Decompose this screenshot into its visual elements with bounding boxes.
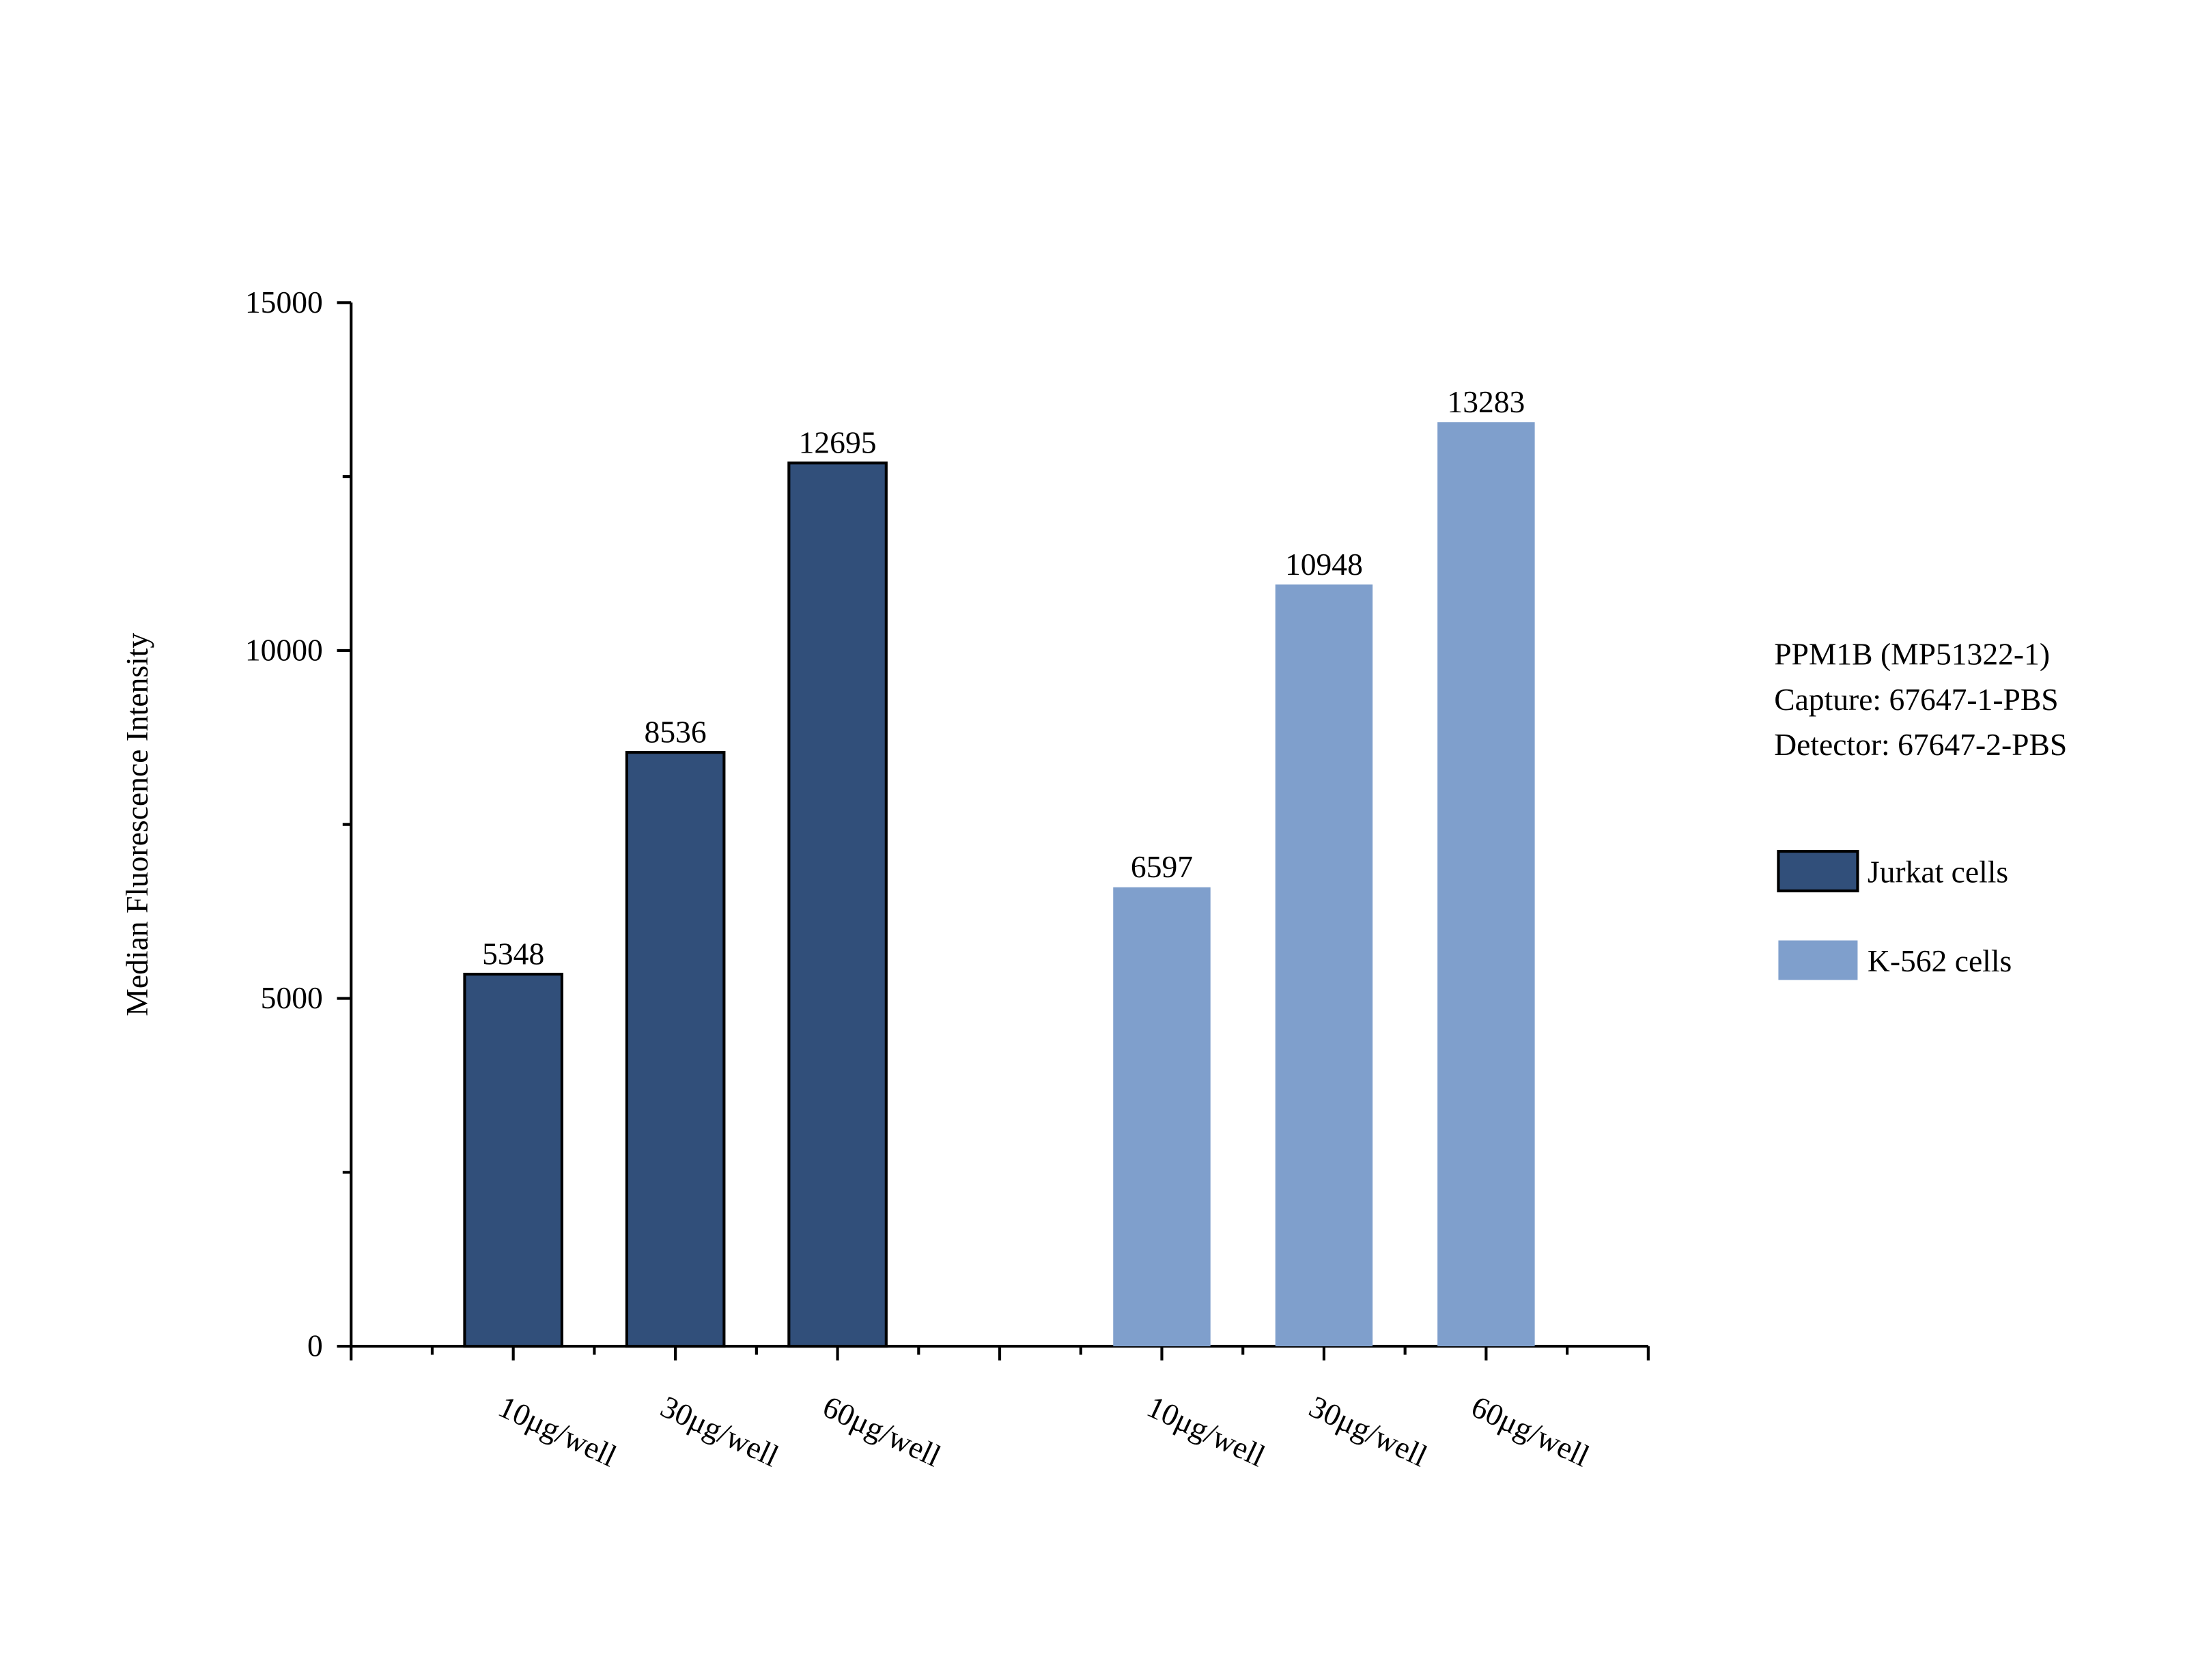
value-label: 6597 xyxy=(1131,849,1193,884)
y-axis-label: Median Fluorescence Intensity xyxy=(119,633,154,1016)
value-label: 5348 xyxy=(482,937,544,971)
x-tick-label: 30μg/well xyxy=(1304,1389,1433,1473)
x-tick-label: 60μg/well xyxy=(1466,1389,1594,1473)
y-tick-label: 5000 xyxy=(261,980,323,1015)
legend-label: K-562 cells xyxy=(1868,943,2012,978)
bar xyxy=(1275,584,1373,1347)
x-tick-label: 10μg/well xyxy=(1142,1389,1270,1473)
x-tick-label: 60μg/well xyxy=(817,1389,946,1473)
bar xyxy=(463,972,563,1348)
y-tick-label: 15000 xyxy=(245,285,323,319)
value-label: 12695 xyxy=(799,425,877,460)
bar xyxy=(1113,887,1211,1347)
bar xyxy=(787,461,888,1348)
value-label: 8536 xyxy=(645,715,707,750)
annotation: PPM1B (MP51322-1) xyxy=(1774,637,2050,672)
annotation: Capture: 67647-1-PBS xyxy=(1774,682,2058,717)
bar xyxy=(1437,422,1535,1347)
y-tick-label: 10000 xyxy=(245,632,323,667)
value-label: 13283 xyxy=(1447,384,1525,419)
x-tick-label: 30μg/well xyxy=(656,1389,784,1473)
x-tick-label: 10μg/well xyxy=(494,1389,622,1473)
value-label: 10948 xyxy=(1285,547,1363,582)
y-tick-label: 0 xyxy=(307,1328,323,1363)
legend-label: Jurkat cells xyxy=(1868,855,2008,889)
bar xyxy=(625,751,726,1348)
legend-swatch xyxy=(1778,940,1858,980)
legend-swatch xyxy=(1777,850,1859,893)
annotation: Detector: 67647-2-PBS xyxy=(1774,727,2067,762)
